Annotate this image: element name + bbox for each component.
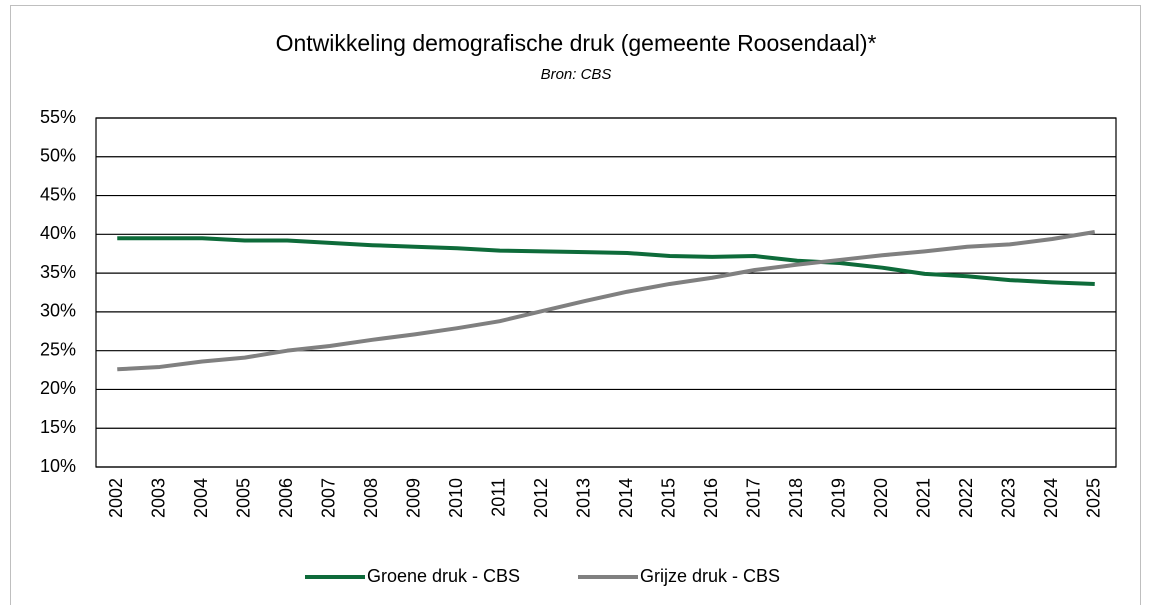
y-tick-label: 25%: [40, 339, 76, 359]
y-tick-label: 55%: [40, 107, 76, 127]
series-line: [117, 230, 1096, 372]
y-tick-label: 30%: [40, 301, 76, 321]
legend-label: Groene druk - CBS: [367, 566, 520, 586]
x-tick-label: 2011: [489, 478, 509, 517]
x-tick-label: 2019: [829, 478, 849, 518]
x-tick-label: 2025: [1084, 478, 1104, 518]
x-tick-label: 2004: [191, 478, 211, 518]
y-tick-label: 45%: [40, 184, 76, 204]
x-tick-label: 2017: [744, 478, 764, 518]
x-tick-label: 2010: [446, 478, 466, 518]
chart-title: Ontwikkeling demografische druk (gemeent…: [276, 30, 877, 56]
series-line: [117, 236, 1095, 286]
y-tick-label: 50%: [40, 146, 76, 166]
y-tick-label: 20%: [40, 378, 76, 398]
x-tick-label: 2015: [659, 478, 679, 518]
x-tick-label: 2024: [1041, 478, 1061, 518]
chart-subtitle: Bron: CBS: [541, 66, 612, 83]
x-tick-label: 2009: [404, 478, 424, 518]
x-tick-label: 2007: [319, 478, 339, 518]
x-tick-label: 2002: [106, 478, 126, 518]
y-tick-label: 35%: [40, 262, 76, 282]
plot-border: [95, 117, 1117, 468]
x-tick-label: 2014: [616, 478, 636, 518]
x-tick-label: 2021: [914, 478, 934, 518]
y-tick-label: 15%: [40, 417, 76, 437]
x-tick-label: 2005: [234, 478, 254, 518]
x-tick-label: 2022: [956, 478, 976, 518]
y-tick-label: 40%: [40, 223, 76, 243]
x-tick-label: 2008: [361, 478, 381, 518]
x-tick-label: 2020: [871, 478, 891, 518]
x-tick-label: 2018: [786, 478, 806, 518]
legend-label: Grijze druk - CBS: [640, 566, 780, 586]
y-tick-label: 10%: [40, 456, 76, 476]
x-tick-label: 2013: [574, 478, 594, 518]
x-tick-label: 2012: [531, 478, 551, 518]
x-tick-label: 2003: [149, 478, 169, 518]
x-tick-label: 2016: [701, 478, 721, 518]
x-tick-label: 2023: [999, 478, 1019, 518]
x-tick-label: 2006: [276, 478, 296, 518]
